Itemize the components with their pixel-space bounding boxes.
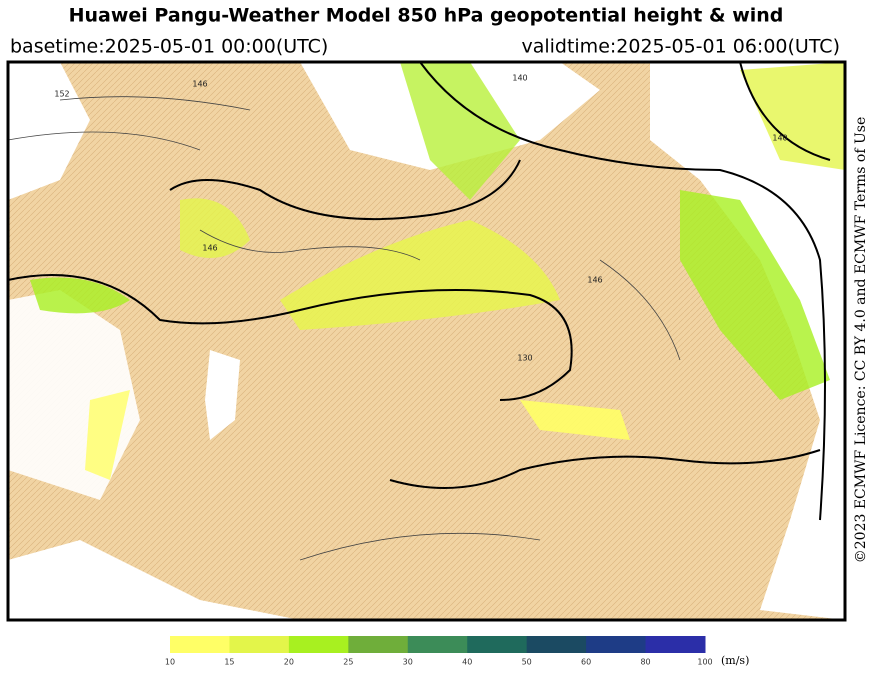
- credit: ©2023 ECMWF Licence: CC BY 4.0 and ECMWF…: [853, 117, 869, 564]
- colorbar-segment: [526, 636, 587, 653]
- colorbar-tick-label: 80: [640, 658, 650, 667]
- validtime: validtime:2025-05-01 06:00(UTC): [521, 36, 840, 58]
- colorbar-segment: [348, 636, 409, 653]
- contour-label: 146: [192, 80, 207, 89]
- colorbar-tick-label: 10: [165, 658, 175, 667]
- colorbar-tick-label: 20: [284, 658, 294, 667]
- colorbar-tick-label: 30: [403, 658, 413, 667]
- basetime: basetime:2025-05-01 00:00(UTC): [10, 36, 328, 58]
- colorbar-tick-label: 60: [581, 658, 591, 667]
- colorbar-tick-label: 50: [522, 658, 532, 667]
- colorbar-tick-label: 25: [343, 658, 353, 667]
- colorbar-unit: (m/s): [721, 654, 749, 667]
- colorbar-segment: [170, 636, 230, 653]
- colorbar-segment: [467, 636, 528, 653]
- contour-label: 146: [587, 276, 602, 285]
- colorbar-segment: [407, 636, 468, 653]
- contour-label: 152: [54, 90, 69, 99]
- colorbar-tick-label: 100: [697, 658, 712, 667]
- contour-label: 130: [517, 354, 532, 363]
- map: [6, 60, 847, 622]
- colorbar-segment: [586, 636, 647, 653]
- colorbar-segment: [645, 636, 706, 653]
- colorbar-segment: [229, 636, 290, 653]
- contour-label: 140: [772, 134, 787, 143]
- contour-label: 146: [202, 244, 217, 253]
- title: Huawei Pangu-Weather Model 850 hPa geopo…: [69, 5, 784, 27]
- colorbar-tick-label: 15: [224, 658, 234, 667]
- colorbar-tick-label: 40: [462, 658, 472, 667]
- colorbar-segment: [288, 636, 349, 653]
- contour-label: 140: [512, 74, 527, 83]
